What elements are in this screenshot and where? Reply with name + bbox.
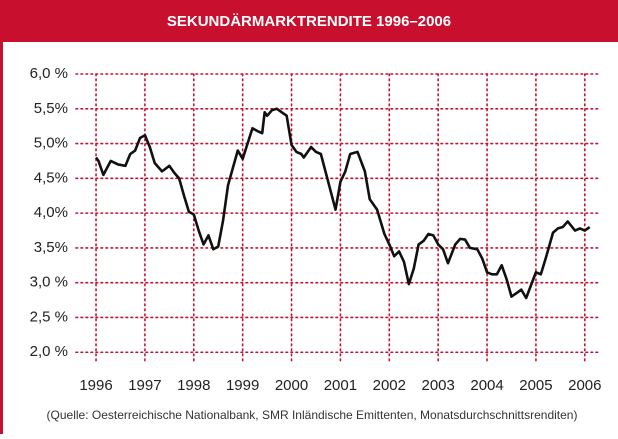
y-tick-label: 3,0 %	[30, 274, 68, 291]
x-tick-label: 1996	[79, 377, 112, 394]
x-tick-label: 2004	[470, 377, 503, 394]
y-tick-label: 5,0%	[34, 135, 68, 152]
y-tick-label: 2,0 %	[30, 343, 68, 360]
x-tick-label: 2001	[324, 377, 357, 394]
x-tick-label: 1998	[177, 377, 210, 394]
y-tick-label: 6,0 %	[30, 65, 68, 82]
x-tick-label: 2005	[519, 377, 552, 394]
header-bar	[0, 0, 618, 42]
left-border	[0, 42, 3, 434]
y-tick-label: 4,0%	[34, 204, 68, 221]
y-tick-label: 5,5%	[34, 100, 68, 117]
chart-title: SEKUNDÄRMARKTRENDITE 1996–2006	[167, 13, 451, 30]
data-line	[94, 107, 591, 300]
y-tick-label: 2,5 %	[30, 308, 68, 325]
x-tick-label: 2003	[421, 377, 454, 394]
y-tick-label: 3,5%	[34, 239, 68, 256]
x-tick-label: 2002	[373, 377, 406, 394]
x-tick-label: 1999	[226, 377, 259, 394]
x-tick-label: 2000	[275, 377, 308, 394]
source-note: (Quelle: Oesterreichische Nationalbank, …	[47, 408, 578, 422]
y-tick-label: 4,5%	[34, 169, 68, 186]
x-tick-label: 1997	[128, 377, 161, 394]
x-tick-label: 2006	[568, 377, 601, 394]
